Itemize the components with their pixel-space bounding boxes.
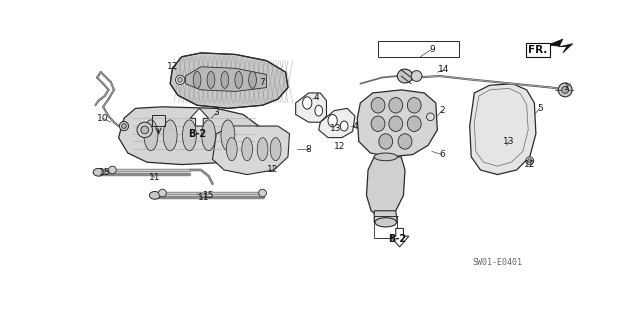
Ellipse shape [303,97,312,109]
Ellipse shape [398,134,412,149]
Ellipse shape [141,126,148,134]
Ellipse shape [119,122,129,131]
Polygon shape [357,90,437,157]
Polygon shape [547,39,573,53]
Text: 15: 15 [99,168,111,177]
Ellipse shape [257,137,268,161]
Ellipse shape [259,189,266,197]
Text: FR.: FR. [528,45,548,55]
Ellipse shape [182,120,196,151]
Text: 12: 12 [334,142,345,151]
Text: 3: 3 [214,108,220,117]
Ellipse shape [426,113,435,121]
Ellipse shape [207,71,215,88]
Text: 11: 11 [149,173,161,182]
Text: 12: 12 [167,62,178,71]
Ellipse shape [159,189,166,197]
Ellipse shape [528,159,532,163]
Ellipse shape [221,120,235,151]
Polygon shape [374,211,397,222]
Text: 1: 1 [564,83,570,92]
Text: 4: 4 [352,122,358,130]
Polygon shape [190,108,209,126]
Ellipse shape [193,71,201,88]
Ellipse shape [163,120,177,151]
Ellipse shape [526,157,534,165]
Text: 15: 15 [203,191,214,200]
Ellipse shape [389,116,403,131]
Text: 6: 6 [439,150,445,159]
Text: 5: 5 [537,104,543,113]
Polygon shape [470,84,536,174]
Ellipse shape [389,98,403,113]
Text: 11: 11 [198,193,209,202]
Ellipse shape [407,116,421,131]
Polygon shape [212,126,289,174]
Polygon shape [367,157,405,216]
Ellipse shape [411,70,422,81]
Ellipse shape [202,120,216,151]
Text: 14: 14 [438,65,449,74]
Polygon shape [170,53,288,108]
Ellipse shape [375,218,397,227]
Ellipse shape [122,124,126,128]
Polygon shape [296,93,326,122]
Ellipse shape [149,191,160,199]
Ellipse shape [235,71,243,88]
Ellipse shape [374,153,397,161]
Ellipse shape [328,115,337,127]
Ellipse shape [175,75,185,85]
Ellipse shape [221,71,228,88]
Text: 8: 8 [306,145,312,154]
Text: 12: 12 [267,166,278,174]
Ellipse shape [371,116,385,131]
Text: 13: 13 [330,124,342,133]
Polygon shape [319,108,355,137]
Ellipse shape [558,83,572,97]
Polygon shape [390,228,409,247]
Ellipse shape [144,120,158,151]
Ellipse shape [562,86,568,93]
Bar [152,115,164,126]
Ellipse shape [371,98,385,113]
Text: 12: 12 [524,160,536,169]
Ellipse shape [397,69,413,83]
Polygon shape [118,107,259,165]
Ellipse shape [249,71,257,88]
Text: 13: 13 [503,137,515,146]
Ellipse shape [227,137,237,161]
Ellipse shape [340,121,348,131]
Ellipse shape [242,137,253,161]
Text: 10: 10 [97,114,109,123]
Ellipse shape [407,98,421,113]
Text: SW01-E0401: SW01-E0401 [473,258,523,267]
Text: 2: 2 [439,106,445,115]
Ellipse shape [315,105,323,116]
Text: 4: 4 [314,93,319,102]
Bar [374,216,397,238]
Text: 9: 9 [429,45,435,54]
Text: B-2: B-2 [388,234,406,244]
Text: 7: 7 [260,78,266,87]
Ellipse shape [93,168,104,176]
Ellipse shape [137,122,152,137]
Text: B-2: B-2 [188,129,206,139]
Ellipse shape [379,134,393,149]
Polygon shape [186,67,266,92]
Ellipse shape [109,166,116,174]
Ellipse shape [178,78,182,82]
Ellipse shape [270,137,281,161]
Bar [378,41,459,57]
